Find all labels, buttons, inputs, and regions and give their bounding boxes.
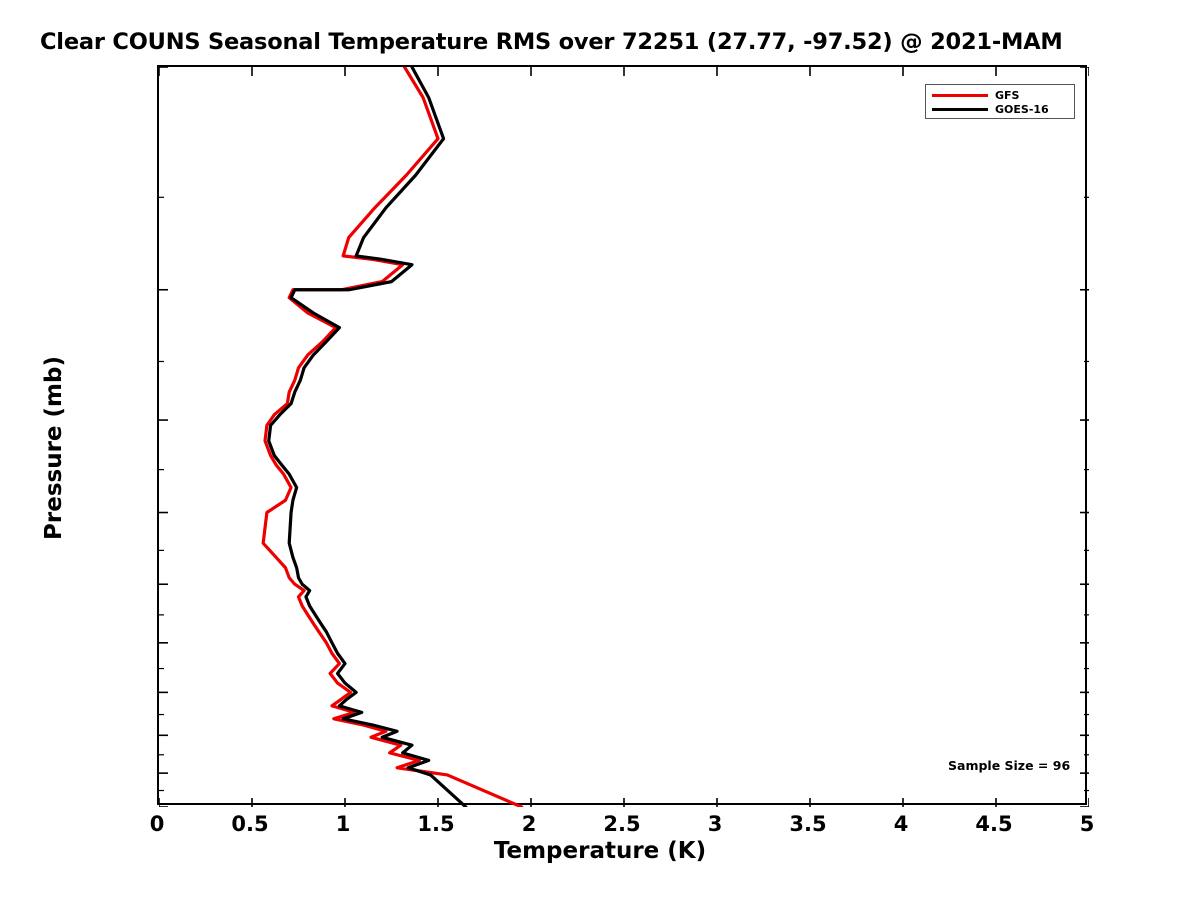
legend-entry-goes16: GOES-16 [932, 103, 1068, 116]
x-tick-label-3-5: 3.5 [789, 812, 827, 836]
series-line-goes-16 [267, 67, 468, 807]
legend-swatch-goes16 [932, 108, 988, 111]
legend-label-gfs: GFS [995, 89, 1020, 102]
sample-size-annotation: Sample Size = 96 [948, 758, 1071, 773]
legend-swatch-gfs [932, 94, 988, 97]
legend-entry-gfs: GFS [932, 89, 1068, 102]
x-tick-label-3: 3 [707, 812, 723, 836]
legend: GFS GOES-16 [925, 84, 1075, 119]
x-tick-label-1-5: 1.5 [417, 812, 455, 836]
x-tick-label-4-5: 4.5 [975, 812, 1013, 836]
plot-area [157, 65, 1089, 807]
legend-label-goes16: GOES-16 [995, 103, 1049, 116]
page-title: Clear COUNS Seasonal Temperature RMS ove… [40, 29, 1063, 55]
x-tick-label-0-5: 0.5 [231, 812, 269, 836]
x-tick-label-1: 1 [335, 812, 351, 836]
x-tick-label-2: 2 [521, 812, 537, 836]
x-tick-label-2-5: 2.5 [603, 812, 641, 836]
x-tick-label-5: 5 [1079, 812, 1095, 836]
axis-tick-marks [159, 67, 1089, 807]
x-axis-title: Temperature (K) [493, 838, 707, 864]
x-tick-label-4: 4 [893, 812, 909, 836]
y-axis-title: Pressure (mb) [41, 356, 67, 540]
series-line-gfs [261, 67, 524, 807]
data-series-group [261, 67, 524, 807]
x-tick-label-0: 0 [149, 812, 165, 836]
plot-svg [159, 67, 1089, 807]
